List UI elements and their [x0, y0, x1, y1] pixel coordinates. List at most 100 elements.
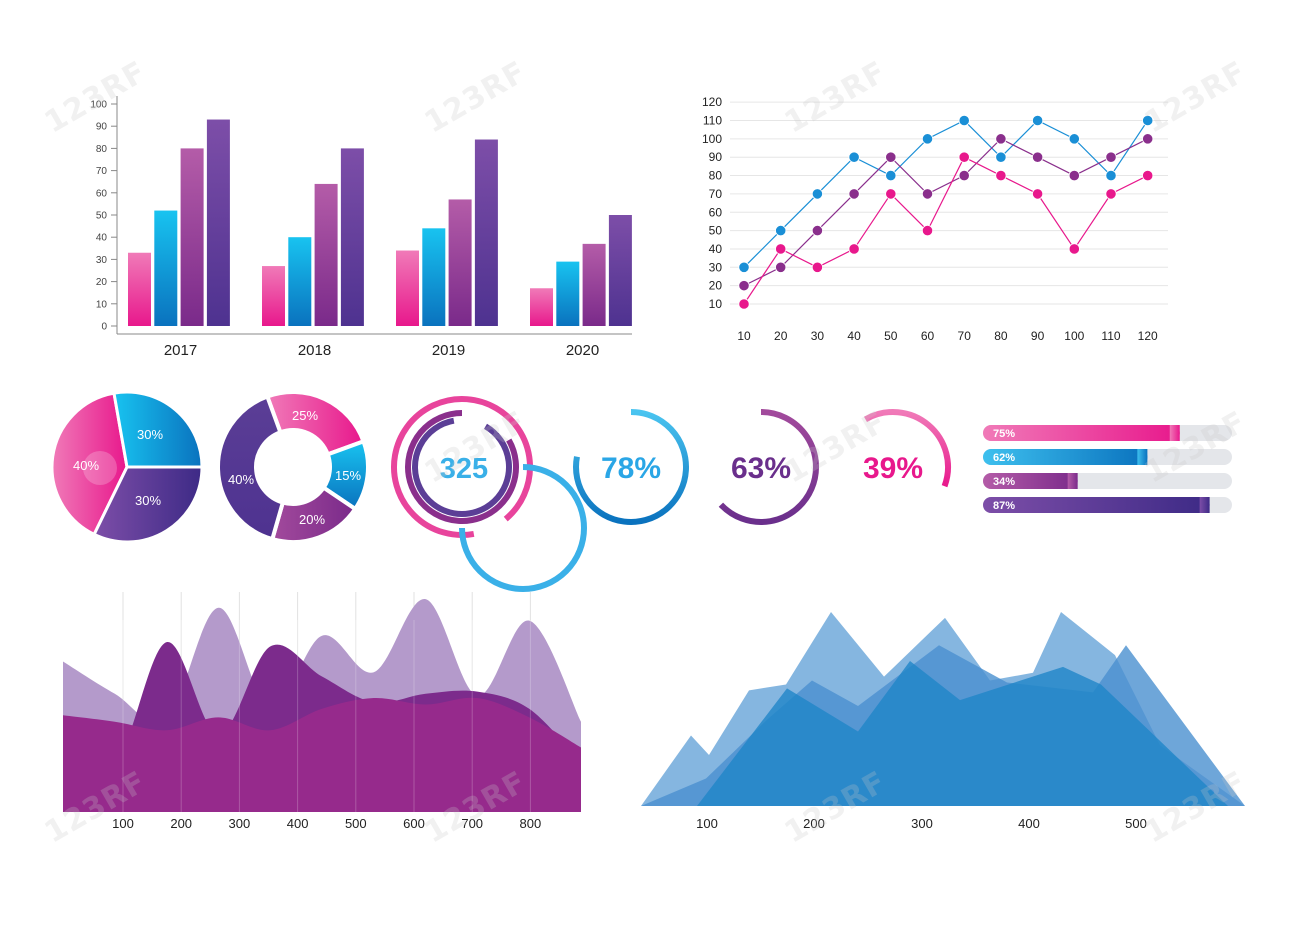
bar	[154, 210, 178, 326]
progress-label: 87%	[993, 500, 1015, 512]
data-point	[921, 133, 934, 145]
bar	[396, 250, 419, 326]
y-tick-label: 50	[709, 224, 723, 238]
x-tick-label: 400	[1018, 816, 1040, 831]
x-tick-label: 70	[958, 329, 972, 343]
horizontal-progress-bars: 75% 62% 34% 87%	[983, 425, 1232, 513]
data-point	[1068, 169, 1080, 182]
multi-line-chart: 10 20 30 40 50 60 70 80 90 100 110 120 10 20 30 40 50 60 7…	[702, 95, 1168, 343]
data-point	[885, 169, 897, 182]
bar	[340, 148, 364, 326]
x-tick-label: 90	[1031, 329, 1045, 343]
data-point	[995, 151, 1007, 163]
x-tick-label: 110	[1101, 329, 1120, 343]
y-tick-label: 10	[96, 299, 108, 310]
y-tick-label: 50	[96, 211, 108, 222]
y-tick-label: 20	[96, 277, 108, 288]
data-point	[1142, 133, 1154, 145]
gauge-value: 39%	[863, 452, 923, 485]
bar	[474, 139, 498, 326]
bar	[556, 261, 580, 326]
x-tick-label: 800	[520, 816, 542, 831]
y-tick-label: 60	[709, 205, 723, 219]
data-point	[1142, 114, 1154, 127]
y-tick-label: 30	[709, 260, 723, 274]
area-layer	[697, 660, 1228, 806]
progress-label: 34%	[993, 476, 1015, 488]
gauge-row: 325 78% 63% 39%	[391, 396, 951, 592]
data-point	[775, 243, 787, 255]
grouped-bar-chart: 0 10 20 30 40 50 60 70 80 90 100 2017 2018 2019 2020	[90, 96, 632, 359]
slice-label: 40%	[228, 472, 254, 487]
data-point	[848, 151, 860, 163]
data-point	[1142, 169, 1154, 182]
gauge-ring	[412, 417, 512, 517]
x-tick-label: 30	[811, 329, 825, 343]
pie-slice	[50, 391, 129, 537]
x-tick-label: 10	[737, 329, 751, 343]
x-category-label: 2020	[566, 342, 599, 359]
data-point	[921, 225, 934, 237]
data-point	[1105, 169, 1117, 182]
y-tick-label: 100	[90, 100, 107, 111]
data-point	[811, 261, 824, 273]
x-tick-label: 300	[911, 816, 933, 831]
data-point	[848, 243, 860, 255]
data-point	[1032, 151, 1044, 163]
bar	[288, 237, 312, 326]
data-point	[1068, 133, 1080, 145]
data-point	[921, 188, 934, 200]
bar	[582, 243, 606, 326]
y-tick-label: 40	[709, 242, 723, 256]
x-tick-label: 200	[170, 816, 192, 831]
progress-label: 62%	[993, 452, 1015, 464]
data-point	[848, 188, 860, 200]
data-point	[958, 151, 970, 163]
series-line	[743, 138, 1148, 287]
gauge-ring	[405, 410, 519, 524]
progress-fill	[983, 425, 1180, 441]
data-point	[995, 169, 1007, 182]
progress-fill-end	[1169, 425, 1180, 441]
progress-fill-end	[1067, 473, 1078, 489]
x-category-label: 2018	[298, 342, 331, 359]
data-point	[1105, 151, 1117, 163]
bar	[530, 288, 553, 326]
slice-label: 30%	[137, 427, 163, 442]
x-category-label: 2019	[432, 342, 465, 359]
pie-highlight	[83, 451, 117, 485]
slice-label: 15%	[335, 468, 361, 483]
gauge-value: 325	[440, 453, 488, 485]
area-layer	[63, 697, 581, 812]
progress-fill	[983, 449, 1148, 465]
progress-fill	[983, 473, 1078, 489]
x-tick-label: 600	[403, 816, 425, 831]
bar	[262, 266, 285, 326]
y-tick-label: 10	[709, 297, 723, 311]
x-tick-label: 100	[1064, 329, 1084, 343]
progress-fill-end	[1137, 449, 1148, 465]
y-tick-label: 100	[702, 132, 722, 146]
x-tick-label: 100	[112, 816, 134, 831]
x-tick-label: 700	[461, 816, 483, 831]
x-tick-label: 20	[774, 329, 788, 343]
x-tick-label: 200	[803, 816, 825, 831]
data-point	[958, 114, 970, 127]
pie-slice	[112, 390, 204, 469]
data-point	[811, 225, 824, 237]
bar	[448, 199, 472, 326]
y-tick-label: 40	[96, 233, 108, 244]
data-point	[995, 133, 1007, 145]
progress-fill-end	[1199, 497, 1210, 513]
data-point	[1105, 188, 1117, 200]
x-tick-label: 300	[229, 816, 251, 831]
bar	[180, 148, 204, 326]
data-point	[1032, 188, 1044, 200]
y-tick-label: 30	[96, 255, 108, 266]
y-tick-label: 80	[96, 144, 108, 155]
x-category-label: 2017	[164, 342, 197, 359]
y-tick-label: 90	[96, 122, 108, 133]
y-tick-label: 70	[96, 166, 108, 177]
x-tick-label: 500	[1125, 816, 1147, 831]
data-point	[885, 188, 897, 200]
